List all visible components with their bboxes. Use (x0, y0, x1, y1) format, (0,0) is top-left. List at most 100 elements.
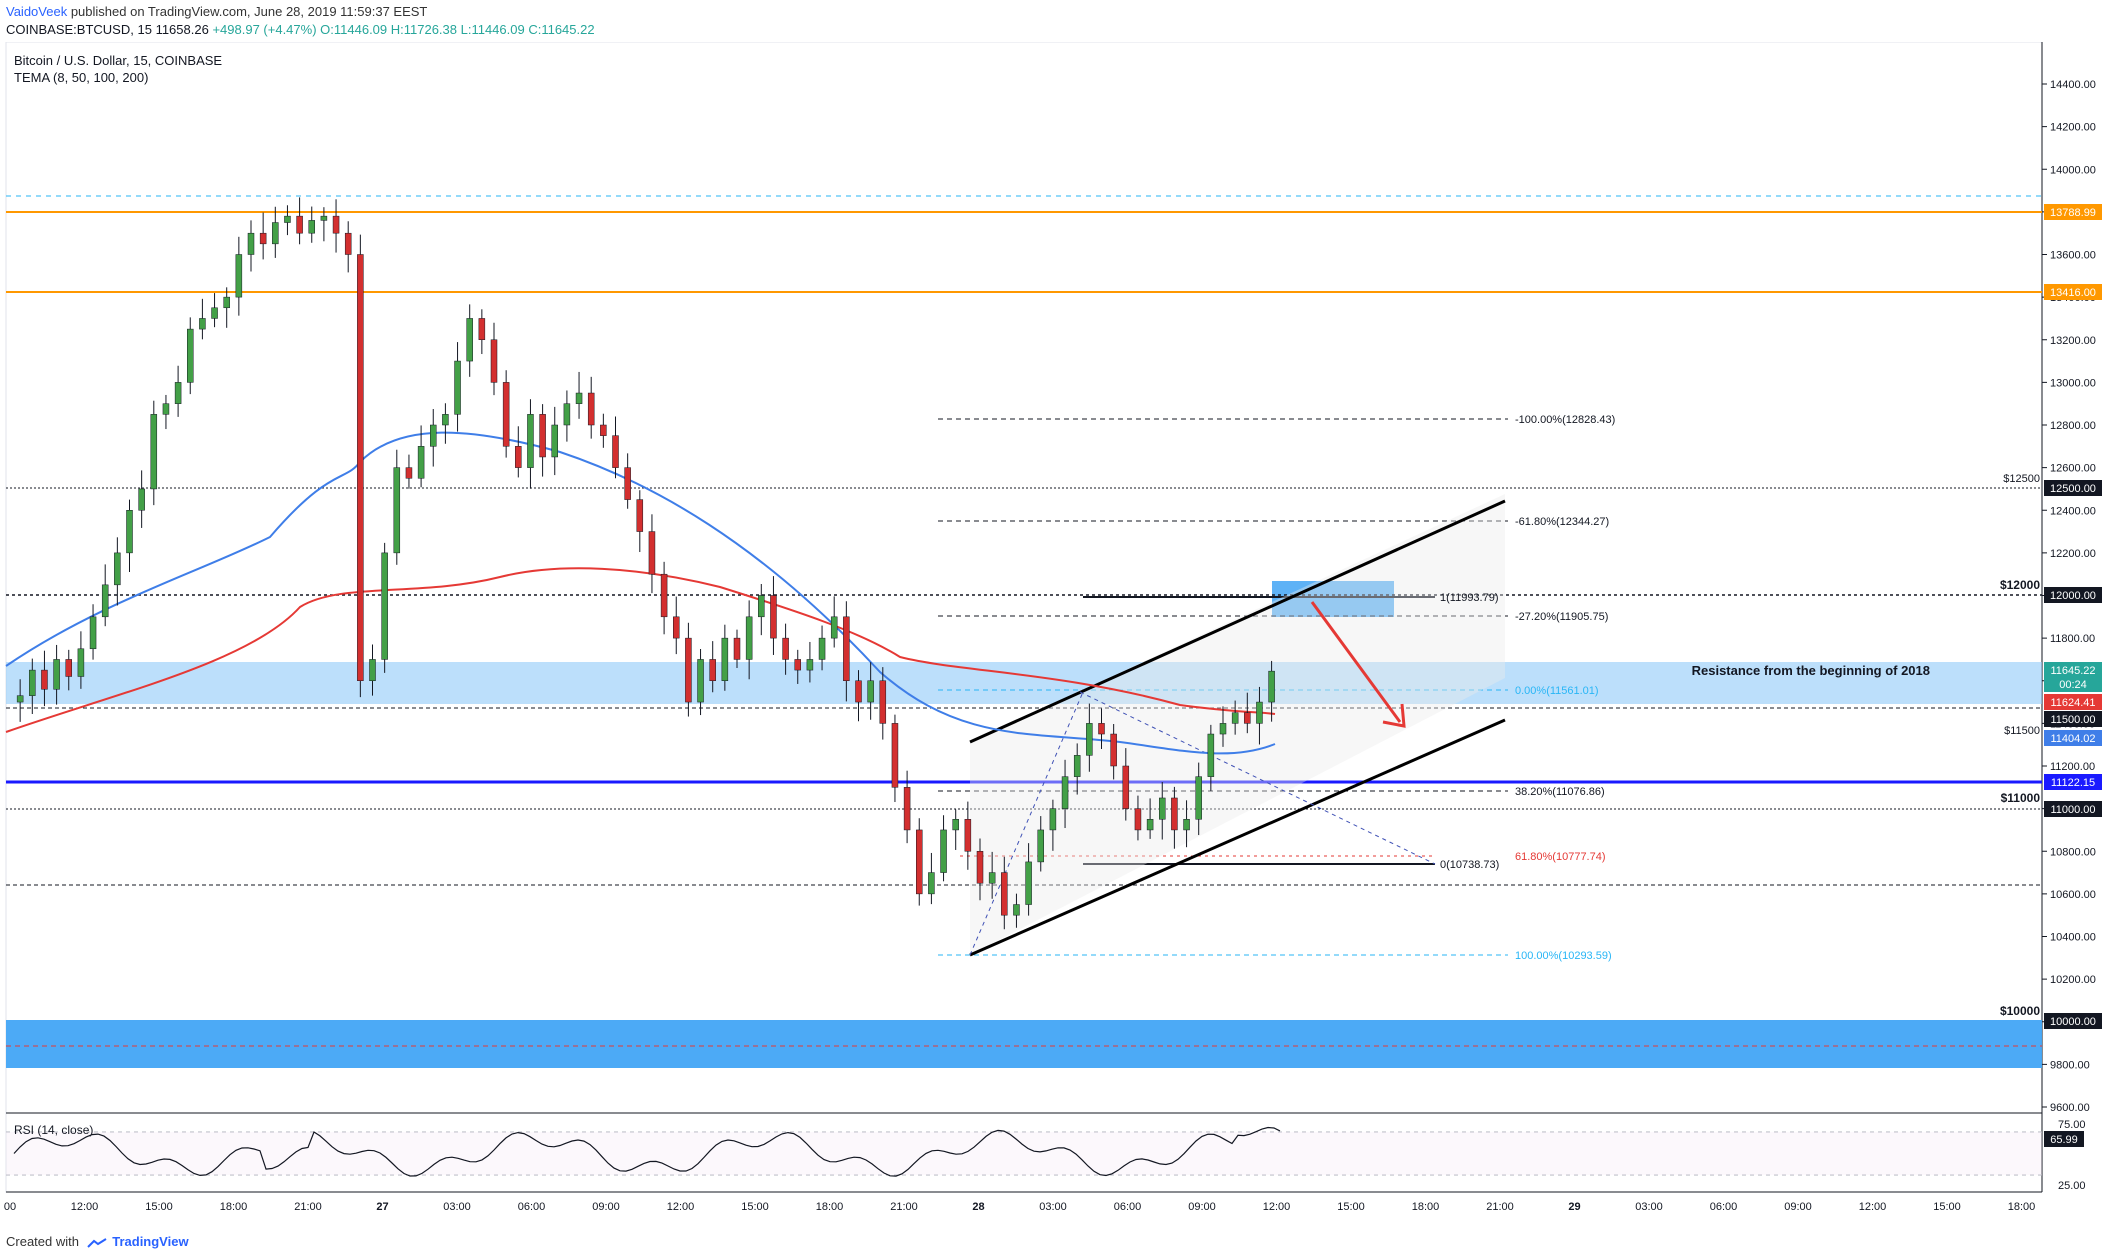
candle-body-24 (296, 215, 303, 234)
candle-body-22 (272, 222, 279, 245)
time-tick-8: 09:00 (592, 1201, 620, 1213)
candle-body-28 (344, 232, 352, 255)
target-box (1272, 581, 1394, 617)
candle-body-8 (101, 584, 109, 618)
candles-layer (16, 197, 1275, 930)
fib-0b: 0(10738.73) (1440, 859, 1499, 871)
candle-body-41 (502, 382, 510, 447)
time-tick-19: 18:00 (1412, 1201, 1440, 1213)
resistance-annotation: Resistance from the beginning of 2018 (1692, 663, 1930, 678)
candle-body-71 (867, 680, 874, 703)
candle-body-101 (1231, 712, 1239, 724)
author-link[interactable]: VaidoVeek (6, 4, 68, 19)
candle-body-20 (247, 232, 255, 255)
candle-body-76 (928, 872, 935, 895)
badge-11500: 11500.00 (2050, 714, 2095, 726)
candle-body-10 (126, 510, 133, 554)
badge-11000: 11000.00 (2050, 804, 2095, 816)
candle-body-45 (551, 424, 558, 458)
candle-body-43 (527, 414, 534, 468)
fib-618: 61.80%(10777.74) (1515, 851, 1606, 863)
badge-close: 11645.22 (2050, 665, 2095, 677)
candle-body-7 (89, 616, 97, 650)
candle-body-1 (16, 695, 24, 703)
ohlc-values: O:11446.09 H:11726.38 L:11446.09 C:11645… (320, 22, 595, 37)
candle-body-3 (41, 669, 48, 690)
chart-title-block: Bitcoin / U.S. Dollar, 15, COINBASE TEMA… (14, 52, 222, 86)
candle-body-29 (357, 254, 364, 681)
fib-neg618: -61.80%(12344.27) (1515, 516, 1609, 528)
candle-body-16 (199, 318, 206, 330)
candle-body-56 (685, 637, 692, 703)
candle-body-14 (174, 382, 182, 404)
candle-body-59 (721, 637, 729, 681)
published-text: published on TradingView.com, June 28, 2… (70, 4, 428, 19)
candle-body-65 (794, 659, 801, 671)
time-tick-5: 27 (376, 1201, 388, 1213)
candle-body-36 (442, 414, 449, 426)
candle-body-77 (940, 829, 947, 873)
badge-red: 11624.41 (2050, 697, 2095, 709)
badge-orange2: 13416.00 (2050, 287, 2096, 299)
fib-100: 100.00%(10293.59) (1515, 950, 1612, 962)
badge-blue-line: 11122.15 (2051, 777, 2095, 789)
brand-name[interactable]: TradingView (112, 1234, 189, 1249)
candle-body-75 (916, 829, 923, 895)
price-tick-8: 12800.00 (2050, 420, 2096, 432)
candle-body-83 (1013, 904, 1020, 916)
time-tick-17: 12:00 (1263, 1201, 1291, 1213)
candle-body-53 (648, 531, 656, 575)
candle-body-4 (53, 659, 60, 690)
candle-body-91 (1110, 733, 1117, 767)
candle-body-42 (515, 446, 522, 468)
badge-blue2: 11404.02 (2050, 733, 2095, 745)
time-tick-4: 21:00 (294, 1201, 322, 1213)
candle-body-6 (77, 648, 85, 677)
candle-body-87 (1061, 776, 1069, 809)
candle-body-35 (430, 424, 437, 447)
time-tick-27: 18:00 (2008, 1201, 2036, 1213)
candle-body-13 (162, 403, 170, 415)
candle-body-50 (612, 435, 619, 468)
candle-body-23 (284, 215, 291, 223)
price-chart[interactable]: 14400.0014200.0014000.0013800.0013600.00… (0, 42, 2112, 1234)
label-12000: $12000 (2000, 578, 2040, 592)
time-tick-24: 09:00 (1784, 1201, 1812, 1213)
time-tick-3: 18:00 (220, 1201, 248, 1213)
time-tick-1: 12:00 (71, 1201, 99, 1213)
candle-body-62 (758, 595, 765, 618)
candle-body-52 (636, 499, 644, 532)
publish-line: VaidoVeek published on TradingView.com, … (6, 4, 427, 19)
candle-body-27 (332, 215, 340, 234)
symbol: COINBASE:BTCUSD, 15 (6, 22, 152, 37)
time-tick-22: 03:00 (1635, 1201, 1663, 1213)
candle-body-51 (624, 467, 631, 500)
candle-body-69 (843, 616, 850, 681)
channel-lower (969, 718, 1506, 957)
candle-body-95 (1159, 797, 1166, 820)
time-tick-7: 06:00 (518, 1201, 546, 1213)
ema-red (5, 567, 1276, 733)
candle-body-44 (539, 414, 546, 458)
candle-body-82 (1001, 872, 1008, 916)
candle-body-74 (903, 787, 911, 831)
fib-1: 1(11993.79) (1440, 592, 1499, 604)
tradingview-logo-icon (86, 1237, 107, 1248)
candle-body-34 (417, 446, 425, 479)
candle-body-72 (879, 680, 887, 724)
price-tick-1: 14200.00 (2050, 122, 2096, 134)
time-tick-18: 15:00 (1337, 1201, 1365, 1213)
price-tick-4: 13600.00 (2050, 250, 2096, 262)
price-tick-20: 10400.00 (2050, 932, 2096, 944)
price-tick-7: 13000.00 (2050, 377, 2096, 389)
time-tick-0: 00 (4, 1201, 16, 1213)
candle-body-21 (259, 232, 267, 245)
candle-body-93 (1134, 808, 1142, 831)
rsi-tick-25: 25.00 (2058, 1180, 2086, 1192)
candle-body-86 (1049, 808, 1057, 831)
candle-body-25 (308, 220, 315, 234)
time-tick-13: 28 (972, 1201, 984, 1213)
last-price: 11658.26 (155, 22, 209, 37)
candle-body-12 (150, 414, 158, 490)
fib-382: 38.20%(11076.86) (1515, 786, 1605, 798)
